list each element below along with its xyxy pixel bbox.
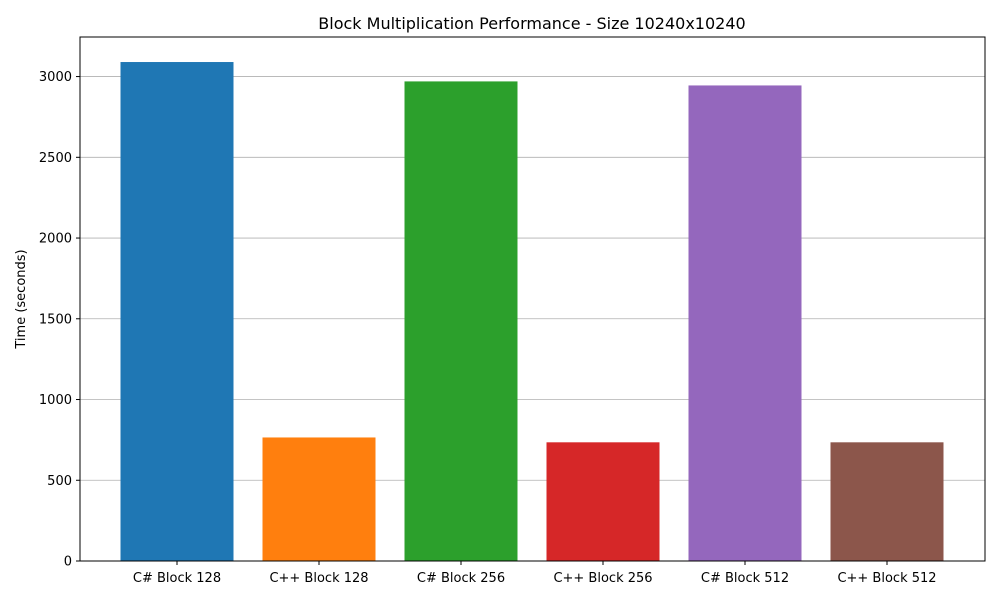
bar-c-block-512 <box>688 85 802 561</box>
y-tick-label: 3000 <box>39 70 72 85</box>
y-axis-label: Time (seconds) <box>14 249 29 349</box>
plot-frame <box>79 36 986 562</box>
y-axis-ticks: 0 500 1000 1500 2000 2500 3000 <box>39 70 80 570</box>
y-tick-label: 1000 <box>39 393 72 408</box>
y-tick-label: 500 <box>47 474 72 489</box>
x-tick-label: C# Block 128 <box>133 571 221 586</box>
x-tick-label: C++ Block 512 <box>837 571 936 586</box>
bar-c-block-128 <box>262 437 376 561</box>
x-tick-label: C++ Block 256 <box>553 571 652 586</box>
y-tick-label: 2500 <box>39 151 72 166</box>
x-tick-label: C# Block 256 <box>417 571 505 586</box>
x-tick-label: C++ Block 128 <box>269 571 368 586</box>
y-tick-label: 1500 <box>39 312 72 327</box>
bar-c-block-256 <box>546 442 660 561</box>
y-tick-label: 0 <box>64 555 72 570</box>
bar-c-block-256 <box>404 81 518 562</box>
bars <box>120 62 944 562</box>
y-tick-label: 2000 <box>39 232 72 247</box>
x-tick-label: C# Block 512 <box>701 571 789 586</box>
bar-c-block-512 <box>830 442 944 561</box>
bar-c-block-128 <box>120 62 234 562</box>
x-axis-ticks: C# Block 128 C++ Block 128 C# Block 256 C++… <box>133 561 937 586</box>
chart-title: Block Multiplication Performance - Size … <box>318 14 745 33</box>
